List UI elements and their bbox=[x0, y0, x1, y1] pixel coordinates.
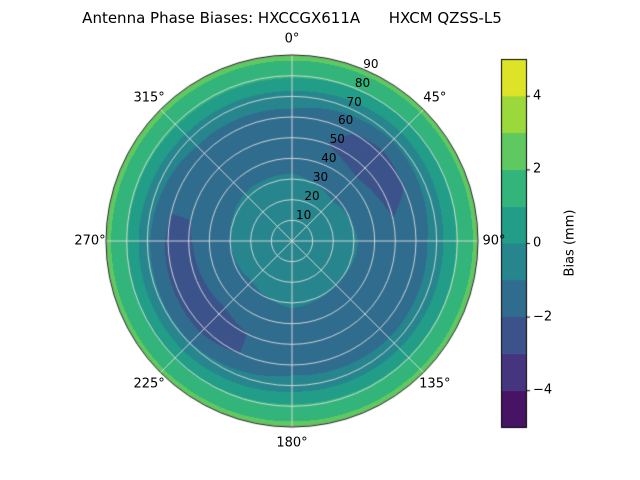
angular-tick-label-45: 45° bbox=[423, 90, 447, 106]
figure-title: Antenna Phase Biases: HXCCGX611A HXCM QZ… bbox=[82, 9, 502, 27]
radial-tick-label-70: 70 bbox=[346, 94, 362, 109]
angular-tick-label-135: 135° bbox=[419, 376, 451, 392]
radial-tick-label-10: 10 bbox=[296, 207, 312, 222]
angular-tick-label-90: 90° bbox=[482, 233, 506, 249]
radial-tick-label-90: 90 bbox=[363, 56, 379, 71]
radial-tick-label-60: 60 bbox=[338, 113, 354, 128]
radial-tick-label-30: 30 bbox=[312, 170, 329, 185]
angular-tick-label-180: 180° bbox=[276, 435, 308, 451]
colorbar-tick-label-2: 2 bbox=[533, 161, 542, 177]
colorbar bbox=[501, 59, 526, 427]
colorbar-tick-label--4: −4 bbox=[533, 382, 553, 398]
colorbar-axis-label: Bias (mm) bbox=[562, 209, 578, 277]
radial-tick-label-80: 80 bbox=[354, 75, 371, 90]
radial-tick-label-50: 50 bbox=[329, 132, 345, 147]
colorbar-tick-label-0: 0 bbox=[533, 235, 542, 251]
angular-tick-label-0: 0° bbox=[284, 31, 300, 47]
colorbar-tick-label--2: −2 bbox=[533, 309, 553, 325]
colorbar-tick-label-4: 4 bbox=[533, 88, 542, 104]
radial-tick-label-20: 20 bbox=[304, 188, 320, 203]
angular-tick-label-270: 270° bbox=[74, 233, 106, 249]
radial-tick-label-40: 40 bbox=[321, 151, 337, 166]
angular-tick-label-315: 315° bbox=[133, 90, 165, 106]
angular-tick-label-225: 225° bbox=[133, 376, 165, 392]
